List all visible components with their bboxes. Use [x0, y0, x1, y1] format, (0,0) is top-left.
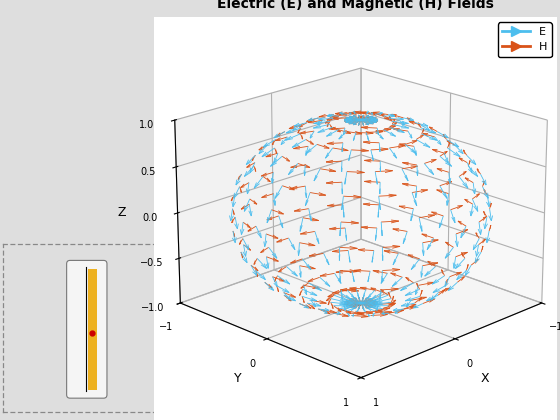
- X-axis label: X: X: [480, 372, 489, 385]
- FancyBboxPatch shape: [67, 260, 107, 398]
- Legend: E, H: E, H: [498, 22, 552, 57]
- Title: Electric (E) and Magnetic (H) Fields: Electric (E) and Magnetic (H) Fields: [217, 0, 494, 11]
- Y-axis label: Y: Y: [234, 372, 241, 385]
- Bar: [87, 269, 97, 390]
